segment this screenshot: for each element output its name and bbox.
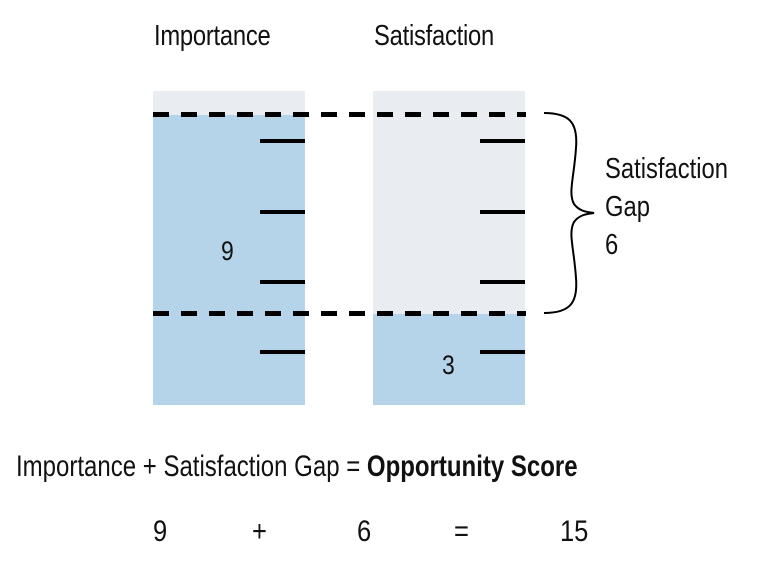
formula: Importance + Satisfaction Gap = Opportun… — [16, 450, 578, 484]
importance-tick — [260, 210, 305, 214]
satisfaction-tick — [480, 350, 525, 354]
value-plus: + — [252, 515, 267, 548]
value-equals: = — [454, 515, 469, 548]
formula-equals: = — [346, 450, 361, 483]
importance-value: 9 — [221, 236, 234, 266]
gap-label-line1: Satisfaction — [605, 153, 728, 185]
satisfaction-title: Satisfaction — [374, 20, 494, 52]
gap-value: 6 — [605, 229, 619, 261]
importance-level-line — [153, 112, 526, 117]
curly-brace-icon — [543, 112, 595, 314]
satisfaction-gap-label: Satisfaction Gap 6 — [605, 150, 728, 264]
formula-plus: + — [142, 450, 157, 483]
formula-term-gap: Satisfaction Gap — [163, 450, 340, 483]
satisfaction-value: 3 — [442, 350, 455, 380]
importance-tick — [260, 280, 305, 284]
gap-label-line2: Gap — [605, 191, 650, 223]
value-gap: 6 — [357, 515, 372, 548]
importance-title: Importance — [154, 20, 271, 52]
satisfaction-filled-segment — [373, 314, 525, 405]
satisfaction-bar — [373, 91, 525, 405]
value-score: 15 — [560, 515, 589, 548]
satisfaction-tick — [480, 210, 525, 214]
formula-term-importance: Importance — [16, 450, 137, 483]
importance-tick — [260, 350, 305, 354]
satisfaction-tick — [480, 139, 525, 143]
value-importance: 9 — [153, 515, 168, 548]
importance-tick — [260, 139, 305, 143]
satisfaction-level-line — [153, 311, 526, 316]
satisfaction-empty-segment — [373, 91, 525, 314]
importance-filled-segment — [153, 115, 305, 405]
formula-result: Opportunity Score — [366, 450, 578, 483]
satisfaction-tick — [480, 280, 525, 284]
importance-empty-segment — [153, 91, 305, 115]
importance-bar — [153, 91, 305, 405]
